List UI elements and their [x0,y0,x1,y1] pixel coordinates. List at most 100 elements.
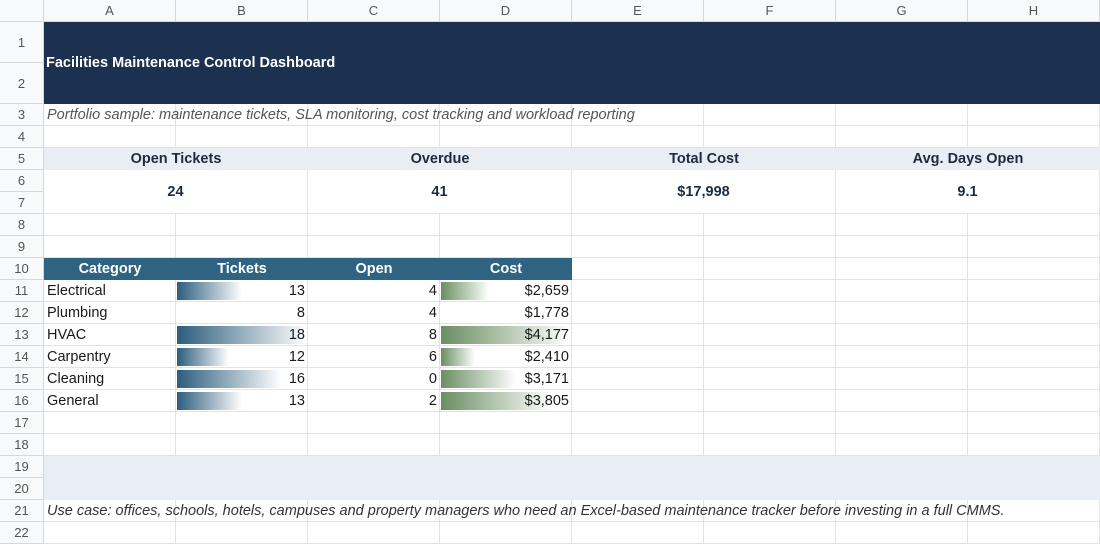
cell [968,324,1100,346]
cost: $4,177 [524,327,569,343]
data-bar [177,348,229,366]
cell [44,412,176,434]
cell [704,258,836,280]
column-header: H [968,0,1100,22]
cell [308,324,440,346]
cell [176,390,308,412]
data-bar [177,326,307,344]
cost: $2,410 [524,349,569,365]
row-header: 16 [0,390,44,412]
cell [968,390,1100,412]
subtitle: Portfolio sample: maintenance tickets, S… [47,107,635,123]
row-header: 7 [0,192,44,214]
cell [44,434,176,456]
cell [176,104,308,126]
cell [44,126,176,148]
kpi-value: $17,998 [572,170,836,214]
column-header: F [704,0,836,22]
row-header: 18 [0,434,44,456]
cell [176,302,308,324]
cell [440,346,572,368]
cell [572,280,704,302]
cell [176,126,308,148]
cell [440,104,572,126]
row-header: 9 [0,236,44,258]
cell [704,214,836,236]
cell [308,280,440,302]
row-header: 15 [0,368,44,390]
column-header: A [44,0,176,22]
open: 6 [428,349,437,365]
row-header: 10 [0,258,44,280]
cell [308,500,440,522]
cell [572,522,704,544]
cell [836,500,968,522]
data-bar [441,326,571,344]
cell [572,346,704,368]
row-header: 12 [0,302,44,324]
row-header: 3 [0,104,44,126]
cell [440,126,572,148]
cell [968,522,1100,544]
data-bar [177,282,242,300]
kpi-value: 9.1 [836,170,1100,214]
cell [308,104,440,126]
cell [704,302,836,324]
cell [572,104,704,126]
cell [968,368,1100,390]
cell [440,390,572,412]
row-header: 1 [0,22,44,63]
cell [968,346,1100,368]
column-header: E [572,0,704,22]
cell [176,346,308,368]
cell [44,280,176,302]
cell [704,280,836,302]
kpi-value: 24 [44,170,308,214]
kpi-label: Avg. Days Open [912,151,1024,167]
cell [572,126,704,148]
cell [572,368,704,390]
open: 4 [428,283,437,299]
row-header: 20 [0,478,44,500]
cell [836,214,968,236]
column-header: G [836,0,968,22]
cell [836,390,968,412]
table-header: Open [308,258,440,280]
cell [572,236,704,258]
cell [704,368,836,390]
kpi-label: Open Tickets [130,151,222,167]
kpi-band [44,148,1100,170]
cost: $2,659 [524,283,569,299]
cell [308,236,440,258]
cell [572,324,704,346]
cell [704,104,836,126]
cell [704,390,836,412]
row-header: 11 [0,280,44,302]
column-header: D [440,0,572,22]
cost: $3,805 [524,393,569,409]
cell [308,346,440,368]
table-header: Cost [440,258,572,280]
cell [308,368,440,390]
row-header: 2 [0,63,44,104]
cell [44,302,176,324]
cell [836,346,968,368]
data-bar [177,392,242,410]
footer-note: Use case: offices, schools, hotels, camp… [47,503,1005,519]
table-header: Category [44,258,176,280]
cell [572,214,704,236]
cell [44,368,176,390]
cell [836,522,968,544]
title: Facilities Maintenance Control Dashboard [46,55,336,71]
row-header: 14 [0,346,44,368]
cell [968,412,1100,434]
cell [176,214,308,236]
cell [176,236,308,258]
cell [308,434,440,456]
cell [836,324,968,346]
cell [704,522,836,544]
cell [440,324,572,346]
cell [704,500,836,522]
data-bar [441,348,476,366]
